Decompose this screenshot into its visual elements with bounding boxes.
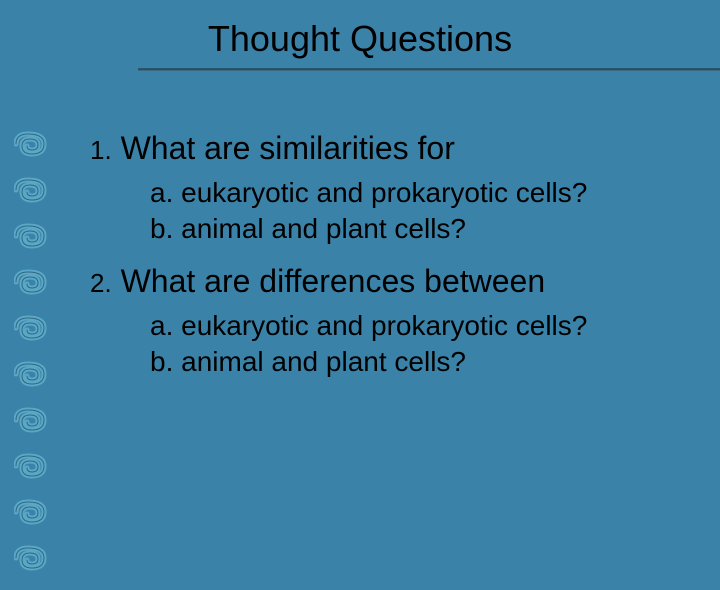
question-1a-text: eukaryotic and prokaryotic cells?: [181, 177, 587, 208]
question-1-main: 1. What are similarities for: [90, 130, 587, 167]
spiral-bullet-icon: [14, 268, 52, 296]
spiral-bullet-icon: [14, 498, 52, 526]
spiral-bullet-icon: [14, 406, 52, 434]
question-2b-text: animal and plant cells?: [181, 346, 466, 377]
question-2b-label: b.: [150, 346, 173, 377]
title-area: Thought Questions: [0, 0, 720, 60]
spiral-bullet-icon: [14, 452, 52, 480]
spiral-bullets: [14, 130, 54, 590]
spiral-bullet-icon: [14, 222, 52, 250]
question-2-sub-b: b. animal and plant cells?: [150, 346, 587, 378]
question-2-number: 2.: [90, 268, 112, 299]
question-2a-text: eukaryotic and prokaryotic cells?: [181, 310, 587, 341]
question-1-sub-a: a. eukaryotic and prokaryotic cells?: [150, 177, 587, 209]
spiral-bullet-icon: [14, 176, 52, 204]
question-2: 2. What are differences between a. eukar…: [90, 263, 587, 378]
content-area: 1. What are similarities for a. eukaryot…: [90, 130, 587, 382]
question-1-number: 1.: [90, 135, 112, 166]
slide-title: Thought Questions: [208, 18, 512, 60]
spiral-bullet-icon: [14, 314, 52, 342]
question-2a-label: a.: [150, 310, 173, 341]
question-2-text: What are differences between: [121, 263, 546, 299]
question-1-sub-b: b. animal and plant cells?: [150, 213, 587, 245]
spiral-bullet-icon: [14, 130, 52, 158]
question-1-text: What are similarities for: [121, 130, 455, 166]
question-1a-label: a.: [150, 177, 173, 208]
question-2-sub-a: a. eukaryotic and prokaryotic cells?: [150, 310, 587, 342]
spiral-bullet-icon: [14, 360, 52, 388]
question-1b-text: animal and plant cells?: [181, 213, 466, 244]
question-2-main: 2. What are differences between: [90, 263, 587, 300]
spiral-bullet-icon: [14, 544, 52, 572]
question-1: 1. What are similarities for a. eukaryot…: [90, 130, 587, 245]
title-underline: [138, 68, 720, 71]
question-1b-label: b.: [150, 213, 173, 244]
